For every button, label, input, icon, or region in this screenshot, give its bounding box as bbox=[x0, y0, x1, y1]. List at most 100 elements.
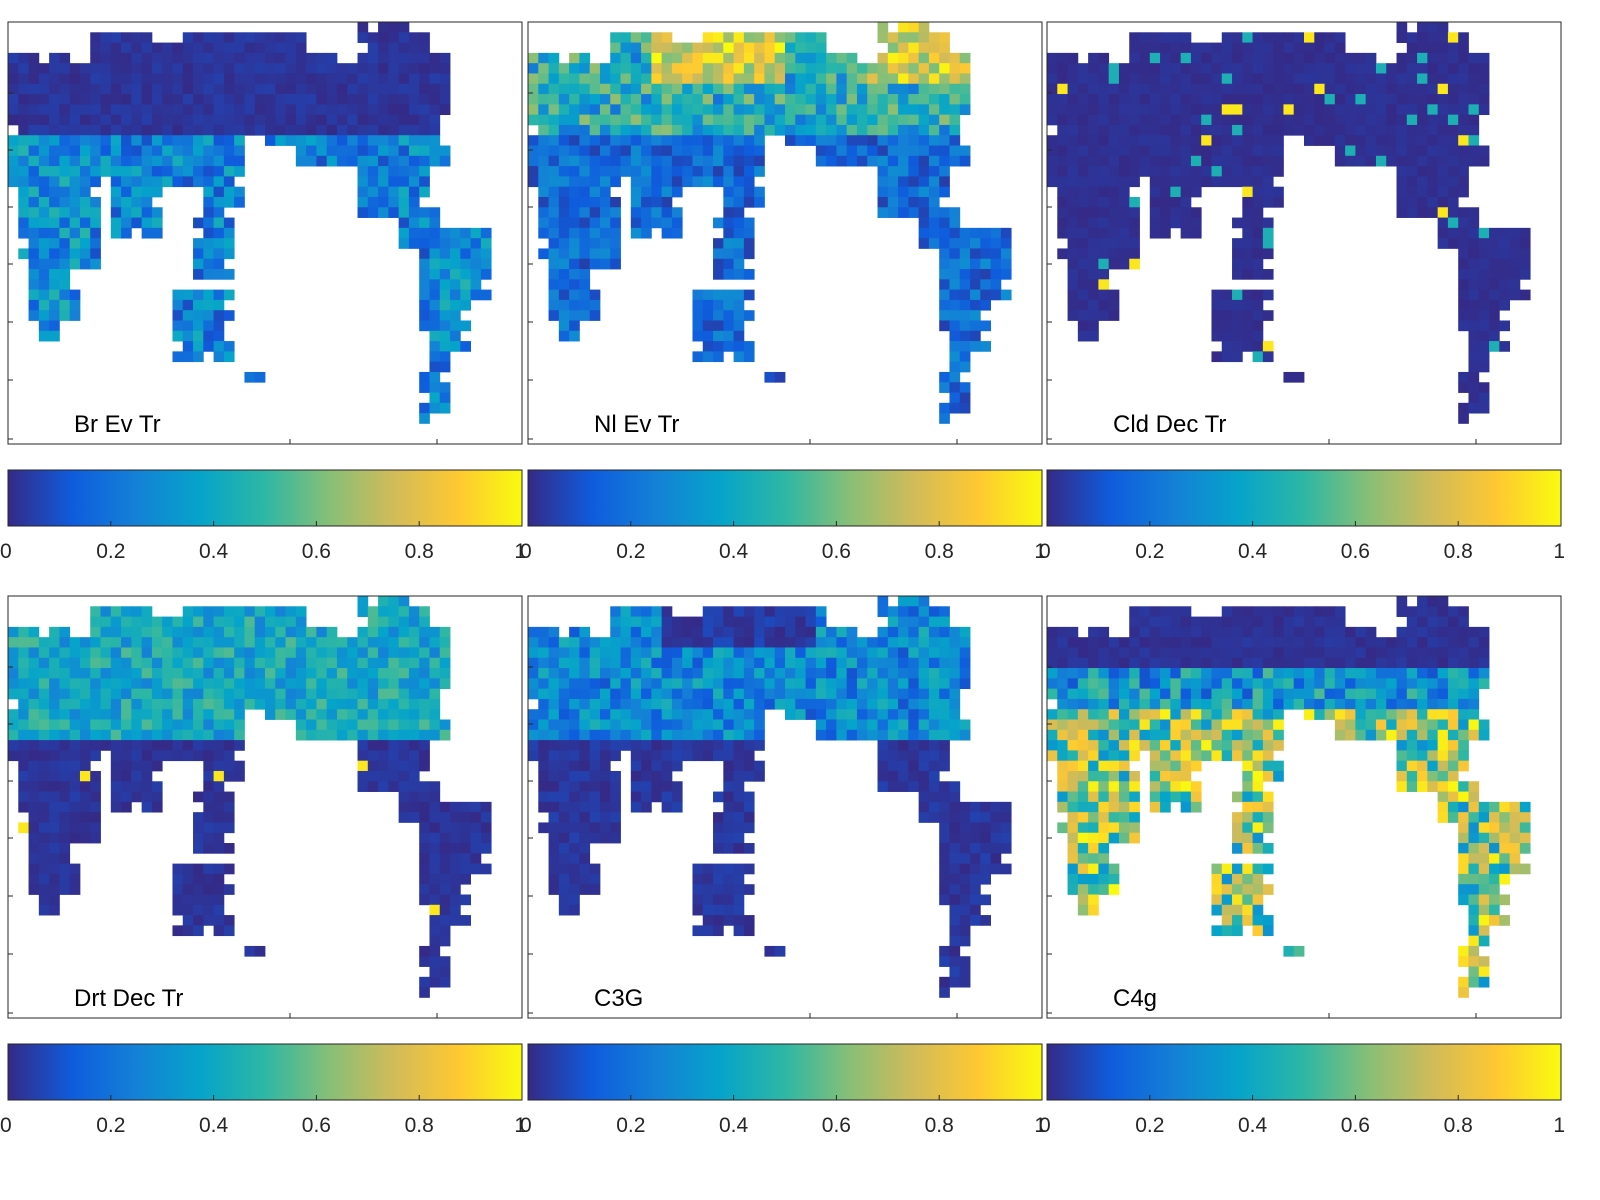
heatmap-cell bbox=[1077, 217, 1089, 229]
heatmap-cell bbox=[1057, 135, 1068, 146]
heatmap-cell bbox=[1118, 94, 1130, 105]
heatmap-cell bbox=[1057, 186, 1068, 198]
heatmap-cell bbox=[702, 688, 714, 700]
heatmap-cell bbox=[90, 606, 101, 617]
heatmap-cell bbox=[1447, 196, 1459, 208]
heatmap-cell bbox=[815, 647, 827, 659]
heatmap-cell bbox=[1252, 320, 1264, 332]
heatmap-cell bbox=[774, 114, 786, 126]
heatmap-cell bbox=[579, 853, 591, 865]
heatmap-cell bbox=[990, 822, 1002, 834]
heatmap-cell bbox=[1437, 114, 1449, 126]
heatmap-cell bbox=[367, 196, 379, 208]
heatmap-cell bbox=[713, 32, 724, 43]
heatmap-cell bbox=[1458, 637, 1469, 648]
heatmap-cell bbox=[1262, 729, 1274, 741]
heatmap-cell bbox=[121, 678, 132, 690]
heatmap-cell bbox=[733, 740, 745, 751]
heatmap-cell bbox=[949, 124, 961, 136]
heatmap-cell bbox=[1190, 155, 1202, 167]
heatmap-cell bbox=[548, 114, 560, 126]
heatmap-cell bbox=[898, 616, 909, 628]
heatmap-cell bbox=[1190, 135, 1202, 146]
heatmap-cell bbox=[316, 688, 328, 700]
heatmap-cell bbox=[754, 688, 765, 700]
heatmap-cell bbox=[1098, 289, 1110, 301]
heatmap-cell bbox=[908, 678, 920, 690]
heatmap-cell bbox=[151, 207, 163, 218]
heatmap-cell bbox=[795, 678, 806, 690]
heatmap-cell bbox=[1160, 42, 1171, 54]
heatmap-cell bbox=[949, 310, 961, 321]
heatmap-cell bbox=[939, 94, 950, 105]
heatmap-cell bbox=[316, 114, 328, 126]
heatmap-cell bbox=[795, 114, 806, 126]
heatmap-cell bbox=[326, 94, 338, 105]
heatmap-cell bbox=[702, 729, 714, 741]
heatmap-cell bbox=[1345, 104, 1356, 116]
heatmap-cell bbox=[38, 83, 50, 95]
heatmap-cell bbox=[743, 145, 755, 157]
heatmap-cell bbox=[121, 791, 132, 803]
heatmap-cell bbox=[419, 637, 430, 648]
heatmap-cell bbox=[378, 719, 389, 731]
heatmap-cell bbox=[1283, 114, 1295, 126]
heatmap-cell bbox=[429, 801, 441, 813]
heatmap-cell bbox=[162, 709, 173, 720]
heatmap-cell bbox=[1252, 248, 1264, 260]
heatmap-cell bbox=[1355, 63, 1367, 74]
heatmap-cell bbox=[558, 740, 570, 751]
heatmap-cell bbox=[1108, 709, 1120, 720]
heatmap-cell bbox=[908, 781, 920, 792]
heatmap-cell bbox=[1211, 94, 1223, 105]
heatmap-cell bbox=[856, 94, 868, 105]
heatmap-cell bbox=[38, 279, 50, 291]
heatmap-cell bbox=[285, 83, 297, 95]
heatmap-cell bbox=[213, 915, 225, 926]
heatmap-cell bbox=[1293, 688, 1305, 700]
heatmap-cell bbox=[203, 863, 214, 875]
heatmap-cell bbox=[1427, 740, 1439, 751]
heatmap-cell bbox=[589, 83, 601, 95]
heatmap-cell bbox=[1180, 729, 1192, 741]
heatmap-cell bbox=[1458, 227, 1469, 239]
heatmap-cell bbox=[1478, 279, 1490, 291]
heatmap-cell bbox=[918, 196, 930, 208]
heatmap-cell bbox=[1447, 114, 1459, 126]
heatmap-cell bbox=[1088, 186, 1099, 198]
heatmap-cell bbox=[439, 73, 451, 85]
heatmap-cell bbox=[182, 678, 194, 690]
heatmap-cell bbox=[182, 637, 194, 648]
heatmap-cell bbox=[1427, 678, 1439, 690]
heatmap-cell bbox=[620, 647, 632, 659]
heatmap-cell bbox=[815, 626, 827, 638]
heatmap-cell bbox=[193, 698, 204, 710]
heatmap-cell bbox=[599, 760, 611, 772]
heatmap-cell bbox=[1088, 668, 1099, 679]
heatmap-cell bbox=[234, 196, 245, 208]
heatmap-cell bbox=[1129, 709, 1140, 720]
heatmap-cell bbox=[203, 299, 214, 311]
heatmap-cell bbox=[1468, 135, 1480, 146]
heatmap-cell bbox=[1108, 155, 1120, 167]
heatmap-cell bbox=[589, 73, 601, 85]
heatmap-cell bbox=[79, 637, 91, 648]
heatmap-cell bbox=[898, 155, 909, 167]
heatmap-cell bbox=[846, 94, 858, 105]
heatmap-cell bbox=[579, 812, 591, 823]
heatmap-cell bbox=[1160, 227, 1171, 239]
heatmap-cell bbox=[1447, 217, 1459, 229]
heatmap-cell bbox=[336, 155, 348, 167]
heatmap-cell bbox=[79, 719, 91, 731]
heatmap-cell bbox=[49, 750, 60, 762]
heatmap-cell bbox=[1149, 637, 1161, 648]
heatmap-cell bbox=[439, 341, 451, 352]
heatmap-cell bbox=[1139, 647, 1151, 659]
heatmap-cell bbox=[172, 873, 184, 885]
heatmap-cell bbox=[38, 637, 50, 648]
heatmap-cell bbox=[1262, 83, 1274, 95]
heatmap-cell bbox=[378, 73, 389, 85]
heatmap-cell bbox=[1478, 678, 1490, 690]
heatmap-cell bbox=[265, 709, 276, 720]
heatmap-cell bbox=[1324, 637, 1336, 648]
